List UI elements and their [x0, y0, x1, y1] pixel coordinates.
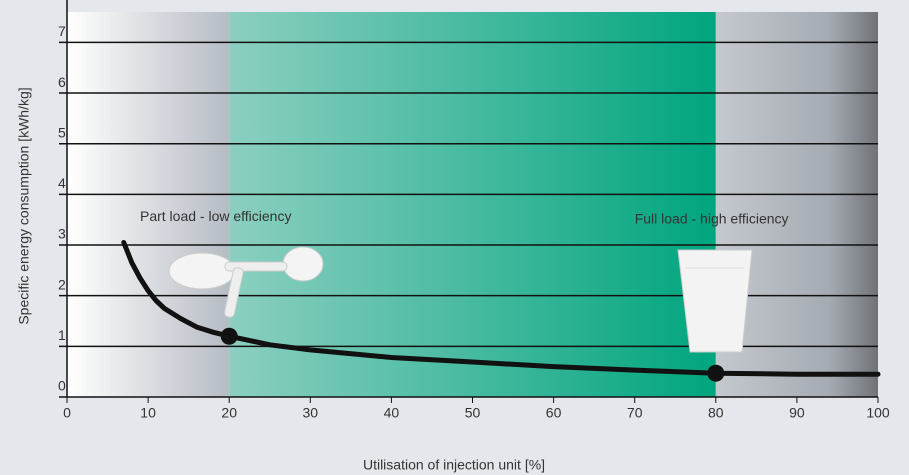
y-tick-label: 2: [58, 276, 66, 292]
point: [221, 328, 238, 345]
x-tick-label: 50: [465, 405, 481, 421]
x-tick-label: 60: [546, 405, 562, 421]
x-tick-label: 100: [866, 405, 890, 421]
x-tick-label: 0: [63, 405, 71, 421]
y-tick-label: 0: [58, 378, 66, 394]
region: [229, 12, 716, 397]
x-axis-label: Utilisation of injection unit [%]: [363, 457, 545, 473]
y-axis-label: Specific energy consumption [kWh/kg]: [16, 87, 32, 324]
y-tick-label: 7: [58, 23, 66, 39]
region: [67, 12, 229, 397]
x-tick-label: 70: [627, 405, 643, 421]
x-tick-label: 30: [303, 405, 319, 421]
point: [707, 365, 724, 382]
annotation: Part load - low efficiency: [140, 208, 291, 224]
x-tick-label: 40: [384, 405, 400, 421]
x-tick-label: 90: [789, 405, 805, 421]
y-tick-label: 5: [58, 124, 66, 140]
x-tick-label: 20: [221, 405, 237, 421]
y-tick-label: 6: [58, 74, 66, 90]
x-tick-label: 80: [708, 405, 724, 421]
regions: [67, 12, 878, 397]
y-tick-label: 1: [58, 327, 66, 343]
annotation: Full load - high efficiency: [635, 210, 789, 226]
chart: 012345670102030405060708090100 Part load…: [0, 0, 909, 475]
y-tick-label: 4: [58, 175, 66, 191]
cup-image: [678, 250, 752, 352]
y-tick-label: 3: [58, 226, 66, 242]
x-tick-label: 10: [140, 405, 156, 421]
